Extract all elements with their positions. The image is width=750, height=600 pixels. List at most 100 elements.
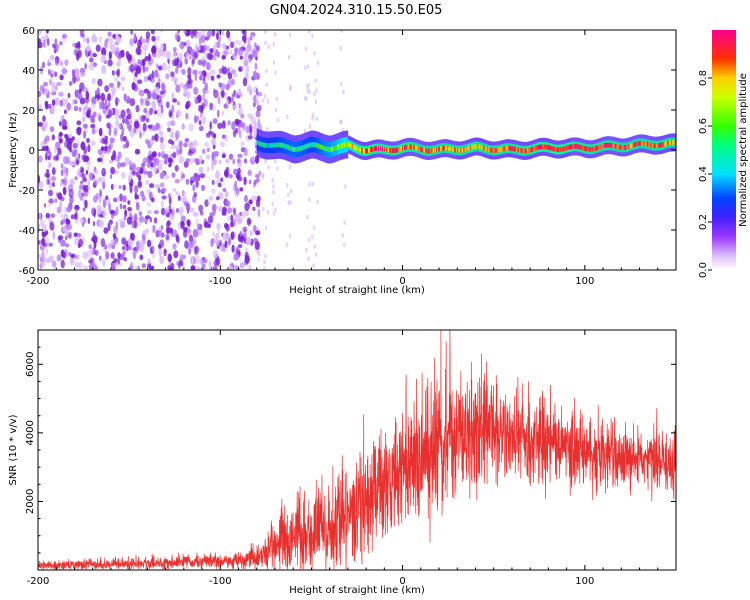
noise-spot bbox=[46, 169, 50, 174]
ridge-core bbox=[349, 142, 351, 148]
ridge-core bbox=[290, 146, 292, 151]
ridge-core bbox=[397, 147, 399, 153]
ridge-core bbox=[489, 147, 491, 153]
ridge-core bbox=[264, 142, 266, 148]
noise-spot bbox=[121, 237, 127, 245]
noise-spot bbox=[198, 36, 202, 46]
ridge-core bbox=[284, 143, 286, 149]
noise-spot bbox=[131, 82, 136, 91]
noise-spot bbox=[262, 206, 265, 212]
noise-spot bbox=[52, 231, 55, 240]
ridge-core bbox=[256, 140, 258, 145]
ridge-core bbox=[335, 145, 338, 151]
noise-spot bbox=[137, 180, 143, 188]
noise-spot bbox=[252, 70, 258, 80]
ridge-core bbox=[414, 145, 416, 150]
noise-spot bbox=[215, 257, 221, 266]
noise-spot bbox=[136, 46, 141, 56]
noise-spot bbox=[218, 182, 222, 188]
noise-spot bbox=[170, 233, 175, 238]
noise-spot bbox=[224, 240, 228, 248]
ridge-core bbox=[544, 144, 546, 150]
noise-spot bbox=[191, 255, 195, 264]
ridge-core bbox=[657, 143, 659, 148]
ridge-core bbox=[441, 146, 443, 151]
noise-spot bbox=[234, 91, 238, 100]
noise-spot bbox=[187, 83, 192, 89]
noise-spot bbox=[126, 110, 132, 115]
noise-spot bbox=[222, 188, 227, 192]
ridge-core bbox=[631, 143, 633, 148]
noise-spot bbox=[220, 141, 226, 147]
noise-spot bbox=[163, 153, 169, 160]
ridge-core bbox=[536, 145, 538, 151]
ridge-core bbox=[324, 146, 327, 151]
ridge-core bbox=[637, 141, 639, 146]
noise-spot bbox=[307, 237, 311, 243]
noise-spot bbox=[133, 251, 136, 260]
noise-spot bbox=[165, 101, 170, 109]
ridge-core bbox=[599, 144, 601, 150]
noise-spot bbox=[198, 155, 203, 164]
noise-spot bbox=[58, 121, 62, 127]
noise-spot bbox=[306, 64, 310, 69]
noise-spot bbox=[194, 73, 197, 81]
noise-spot bbox=[63, 177, 68, 187]
noise-spot bbox=[54, 38, 58, 45]
noise-spot bbox=[161, 187, 167, 193]
ridge-core bbox=[609, 142, 611, 148]
noise-spot bbox=[129, 184, 133, 194]
ridge-core bbox=[525, 148, 527, 154]
noise-spot bbox=[200, 184, 206, 192]
noise-spot bbox=[159, 255, 164, 265]
noise-spot bbox=[183, 161, 189, 168]
noise-spot bbox=[154, 133, 159, 142]
noise-spot bbox=[64, 243, 70, 248]
noise-spot bbox=[175, 233, 179, 243]
ridge-core bbox=[345, 142, 347, 148]
ridge-core bbox=[367, 148, 369, 154]
noise-spot bbox=[249, 33, 255, 40]
noise-spot bbox=[210, 75, 215, 81]
noise-spot bbox=[316, 60, 320, 66]
ridge-core bbox=[334, 145, 337, 151]
noise-spot bbox=[43, 203, 47, 208]
noise-spot bbox=[181, 189, 185, 197]
noise-spot bbox=[84, 199, 88, 209]
noise-spot bbox=[192, 69, 196, 75]
ridge-core bbox=[618, 144, 620, 150]
noise-spot bbox=[108, 82, 114, 88]
noise-spot bbox=[148, 154, 154, 161]
noise-spot bbox=[45, 236, 50, 244]
ridge-core bbox=[514, 146, 516, 152]
ridge-core bbox=[521, 148, 523, 154]
ridge-core bbox=[350, 143, 352, 148]
noise-spot bbox=[144, 215, 148, 225]
noise-spot bbox=[216, 223, 221, 230]
noise-spot bbox=[211, 138, 216, 145]
noise-spot bbox=[172, 243, 177, 250]
noise-spot bbox=[92, 174, 95, 180]
noise-spot bbox=[192, 228, 199, 238]
ridge-core bbox=[513, 146, 515, 152]
noise-spot bbox=[234, 189, 239, 198]
ridge-core bbox=[592, 146, 594, 152]
noise-spot bbox=[100, 238, 106, 247]
noise-spot bbox=[263, 30, 267, 34]
noise-spot bbox=[108, 51, 113, 60]
ridge-core bbox=[569, 144, 571, 150]
ridge-core bbox=[308, 142, 311, 148]
snr-line bbox=[38, 330, 676, 570]
noise-spot bbox=[165, 226, 171, 235]
noise-spot bbox=[174, 58, 180, 64]
ridge-core bbox=[593, 146, 595, 152]
noise-spot bbox=[72, 142, 78, 149]
noise-spot bbox=[237, 109, 242, 116]
noise-spot bbox=[63, 109, 67, 115]
ridge-core bbox=[507, 145, 509, 151]
noise-spot bbox=[180, 221, 185, 227]
noise-spot bbox=[133, 127, 137, 133]
noise-spot bbox=[237, 47, 243, 57]
noise-spot bbox=[45, 30, 49, 34]
